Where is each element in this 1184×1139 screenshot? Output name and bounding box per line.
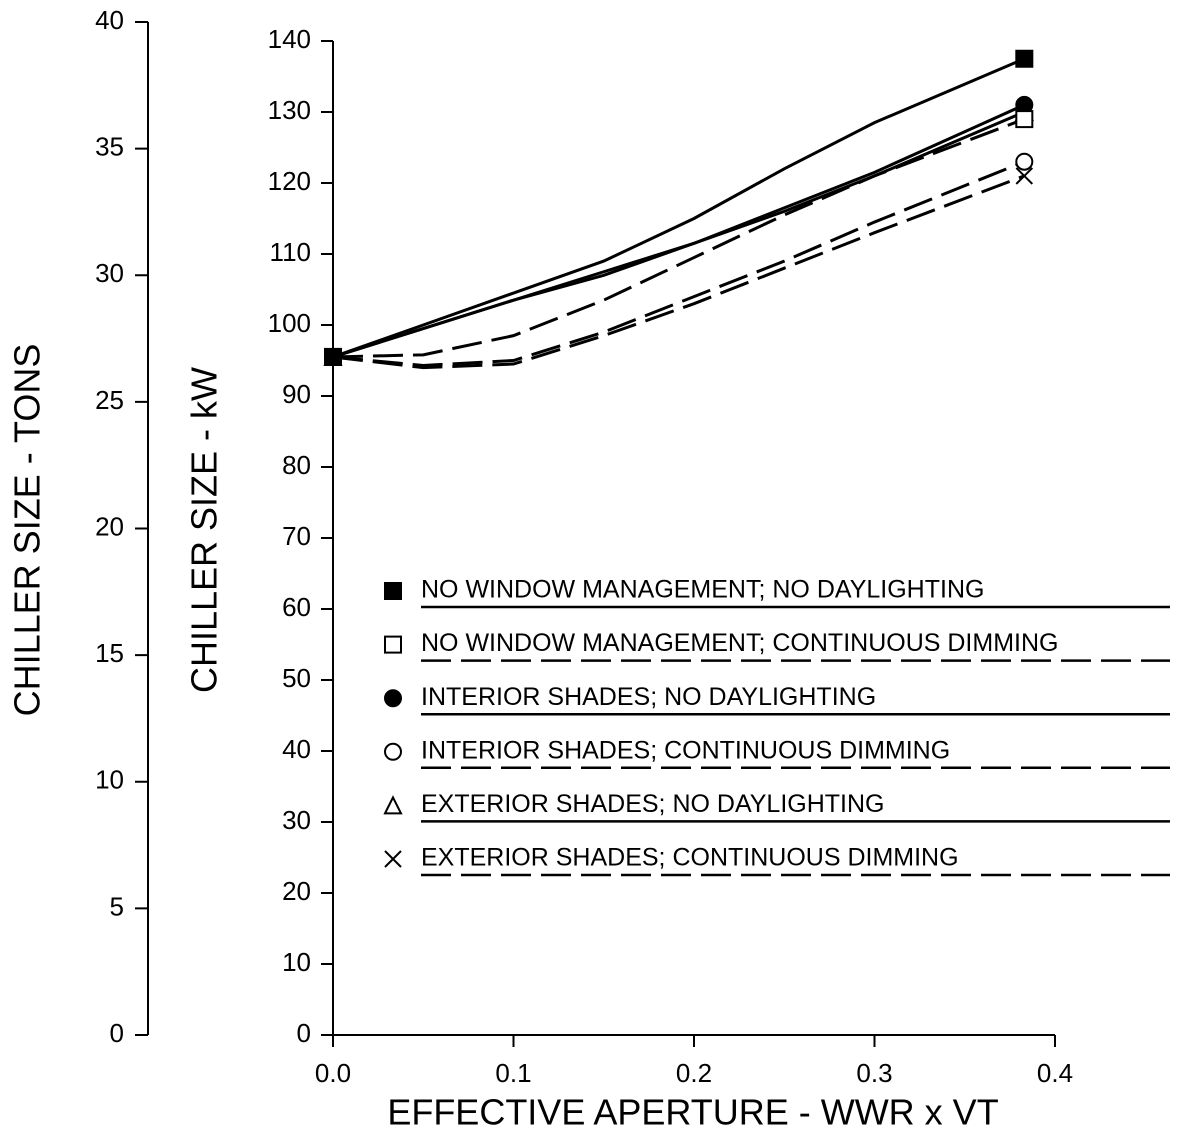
x-tick-label: 0.4 xyxy=(1037,1058,1073,1088)
y2-tick-label: 40 xyxy=(95,5,124,35)
y-tick-label: 90 xyxy=(282,379,311,409)
y2-tick-label: 5 xyxy=(110,891,124,921)
x-tick-label: 0.1 xyxy=(495,1058,531,1088)
x-axis-title: EFFECTIVE APERTURE - WWR x VT xyxy=(387,1092,998,1133)
series-line xyxy=(332,174,1025,370)
y-tick-label: 80 xyxy=(282,450,311,480)
legend-marker xyxy=(384,582,402,600)
series-line xyxy=(332,110,1025,359)
legend-label: INTERIOR SHADES; NO DAYLIGHTING xyxy=(421,683,876,711)
series-line xyxy=(332,160,1025,367)
y2-axis-title: CHILLER SIZE - TONS xyxy=(7,344,48,717)
y-tick-label: 30 xyxy=(282,805,311,835)
legend-label: NO WINDOW MANAGEMENT; CONTINUOUS DIMMING xyxy=(421,629,1058,657)
point-marker xyxy=(1015,110,1034,129)
y-tick-label: 110 xyxy=(270,237,311,267)
point-marker xyxy=(324,347,342,366)
y-tick-label: 100 xyxy=(268,308,311,338)
y2-tick-label: 20 xyxy=(95,511,124,541)
y-tick-label: 0 xyxy=(297,1018,311,1048)
legend-label: INTERIOR SHADES; CONTINUOUS DIMMING xyxy=(421,736,950,764)
point-marker xyxy=(1015,152,1034,171)
point-marker xyxy=(1015,167,1034,185)
y-tick-label: 20 xyxy=(282,876,311,906)
x-tick-label: 0.0 xyxy=(315,1058,351,1088)
point-marker xyxy=(1015,49,1034,68)
x-tick-label: 0.3 xyxy=(856,1058,892,1088)
legend-label: NO WINDOW MANAGEMENT; NO DAYLIGHTING xyxy=(421,576,984,604)
y-tick-label: 130 xyxy=(268,95,311,125)
legend-label: EXTERIOR SHADES; CONTINUOUS DIMMING xyxy=(421,844,959,872)
legend-label: EXTERIOR SHADES; NO DAYLIGHTING xyxy=(421,790,885,818)
legend-marker xyxy=(384,850,402,868)
y-tick-label: 120 xyxy=(268,166,311,196)
legend-marker xyxy=(384,742,402,761)
y2-tick-label: 0 xyxy=(110,1018,124,1048)
y2-tick-label: 25 xyxy=(95,385,124,415)
y2-tick-label: 15 xyxy=(95,638,124,668)
legend-marker xyxy=(384,689,402,708)
y-tick-label: 60 xyxy=(282,592,311,622)
y2-tick-label: 10 xyxy=(95,765,124,795)
y-tick-label: 70 xyxy=(282,521,311,551)
series-line xyxy=(332,57,1025,359)
y-tick-label: 40 xyxy=(282,734,311,764)
y-axis-title: CHILLER SIZE - kW xyxy=(184,367,225,693)
y-tick-label: 50 xyxy=(282,663,311,693)
legend-marker xyxy=(384,635,402,654)
x-tick-label: 0.2 xyxy=(676,1058,712,1088)
legend-marker xyxy=(383,795,403,815)
y-tick-label: 10 xyxy=(282,947,311,977)
y-tick-label: 140 xyxy=(268,24,311,54)
y2-tick-label: 30 xyxy=(95,258,124,288)
y2-tick-label: 35 xyxy=(95,132,124,162)
